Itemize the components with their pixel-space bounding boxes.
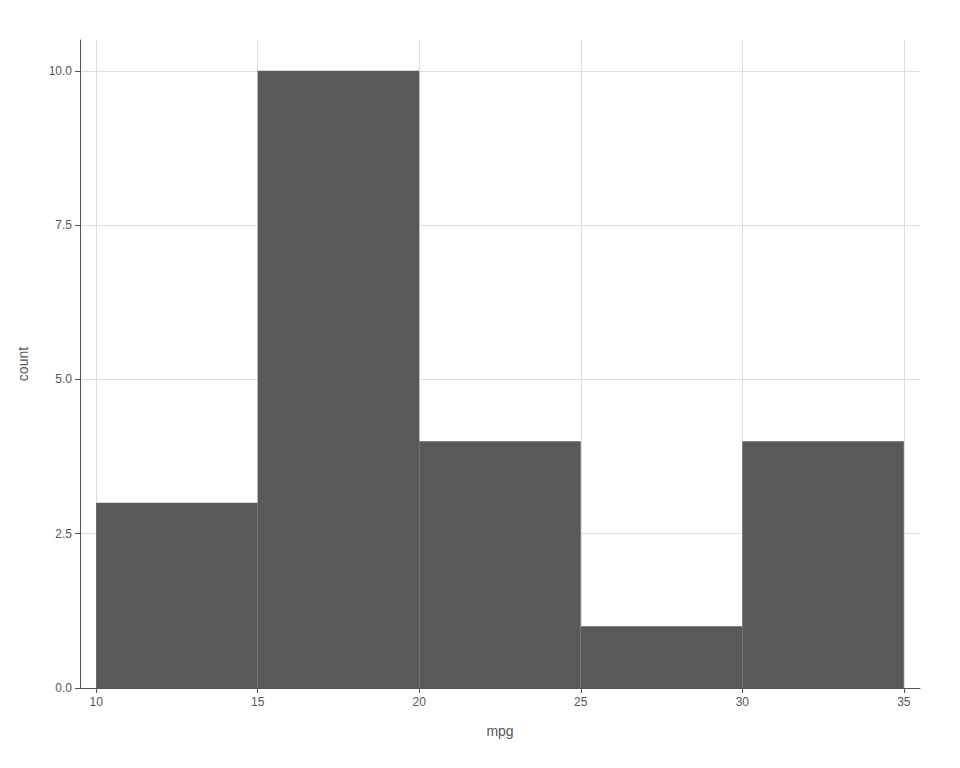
svg-text:count: count [15, 347, 31, 381]
svg-text:2.5: 2.5 [55, 527, 72, 541]
svg-text:10.0: 10.0 [49, 64, 73, 78]
svg-text:mpg: mpg [486, 723, 513, 739]
svg-text:5.0: 5.0 [55, 372, 72, 386]
svg-text:35: 35 [897, 695, 911, 709]
svg-text:15: 15 [251, 695, 265, 709]
svg-text:30: 30 [736, 695, 750, 709]
svg-text:10: 10 [89, 695, 103, 709]
svg-text:7.5: 7.5 [55, 218, 72, 232]
svg-text:20: 20 [413, 695, 427, 709]
svg-text:0.0: 0.0 [55, 681, 72, 695]
svg-text:25: 25 [574, 695, 588, 709]
